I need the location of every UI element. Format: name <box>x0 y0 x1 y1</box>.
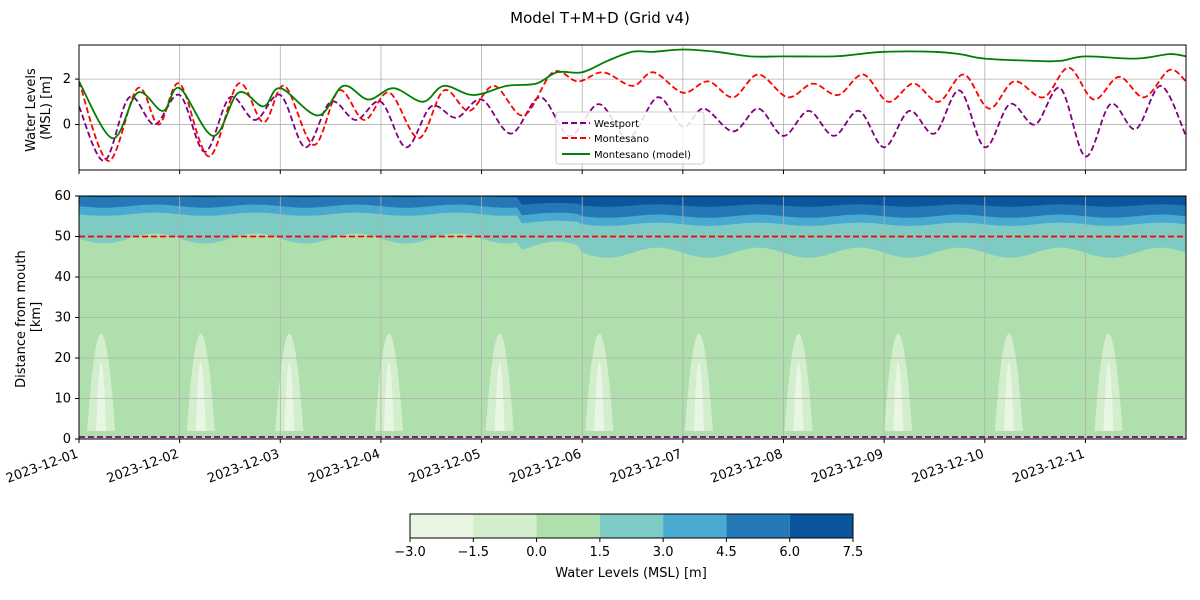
colorbar-tick-label-8: 7.5 <box>843 545 864 560</box>
top-y-tick-label-2: 2 <box>63 72 71 87</box>
top-y-ticks: 02 <box>63 72 79 133</box>
contour-lowest-spike-9 <box>893 362 904 431</box>
colorbar-tick-label-7: 6.0 <box>779 545 800 560</box>
top-y-axis-label: Water Levels (MSL) [m] <box>24 64 54 152</box>
contour-lowest-spike-2 <box>195 362 206 431</box>
contour-lowest-spike-5 <box>494 362 505 431</box>
legend-label-westport: Westport <box>594 119 639 130</box>
bottom-y-axis-label-line2: [km] <box>29 302 44 332</box>
top-y-tick-label-0: 0 <box>63 118 71 133</box>
colorbar-tick-label-1: −3.0 <box>394 545 426 560</box>
colorbar-swatch-6 <box>726 514 790 538</box>
x-tick-label-2023-12-07: 2023-12-07 <box>608 447 684 487</box>
contour-lowest-spike-8 <box>793 362 804 431</box>
bottom-y-tick-label-20: 20 <box>54 351 71 366</box>
bottom-y-tick-label-0: 0 <box>63 432 71 447</box>
colorbar-swatch-5 <box>663 514 727 538</box>
legend-label-montesano-model: Montesano (model) <box>594 150 691 161</box>
colorbar-tick-label-2: −1.5 <box>457 545 489 560</box>
contour-lowest-spike-4 <box>383 362 394 431</box>
contour-lowest-spike-7 <box>693 362 704 431</box>
legend-label-montesano: Montesano <box>594 134 649 145</box>
top-y-axis-label-line1: Water Levels <box>24 68 39 152</box>
legend: Westport Montesano Montesano (model) <box>555 111 705 165</box>
series-line-montesano <box>79 66 1186 162</box>
x-tick-label-2023-12-03: 2023-12-03 <box>206 447 282 487</box>
colorbar-tick-label-3: 0.0 <box>526 545 547 560</box>
colorbar-swatch-3 <box>536 514 600 538</box>
top-panel: 02 Water Levels (MSL) [m] Westport Monte… <box>24 44 1187 174</box>
colorbar-swatch-1 <box>410 514 474 538</box>
colorbar-label: Water Levels (MSL) [m] <box>555 566 707 581</box>
contour-lowest-spike-10 <box>1003 362 1014 431</box>
figure-title: Model T+M+D (Grid v4) <box>510 9 690 27</box>
x-tick-label-2023-12-06: 2023-12-06 <box>507 447 583 487</box>
top-plot-frame <box>78 44 1187 171</box>
colorbar-tick-label-5: 3.0 <box>653 545 674 560</box>
x-tick-label-2023-12-02: 2023-12-02 <box>105 447 181 487</box>
contour-lowest-spike-11 <box>1103 362 1114 431</box>
colorbar-tick-label-4: 1.5 <box>590 545 611 560</box>
contour-band-4 <box>79 196 1186 207</box>
colorbar-swatch-4 <box>599 514 664 538</box>
bottom-y-tick-label-60: 60 <box>54 189 71 204</box>
contour-lowest-spike-1 <box>96 362 107 431</box>
x-tick-label-2023-12-08: 2023-12-08 <box>709 447 785 487</box>
x-tick-label-2023-12-11: 2023-12-11 <box>1011 447 1087 487</box>
x-tick-label-2023-12-09: 2023-12-09 <box>809 447 885 487</box>
contour-lowest-spike-3 <box>284 362 295 431</box>
colorbar-tick-label-6: 4.5 <box>716 545 737 560</box>
top-x-ticks <box>78 170 1086 174</box>
bottom-y-tick-label-10: 10 <box>54 392 71 407</box>
bottom-x-ticks: 2023-12-01 2023-12-02 2023-12-03 2023-12-04… <box>4 439 1087 487</box>
bottom-y-tick-label-30: 30 <box>54 311 71 326</box>
bottom-y-axis-label-line1: Distance from mouth <box>14 250 29 388</box>
x-tick-label-2023-12-01: 2023-12-01 <box>4 447 80 487</box>
series-line-montesano-model <box>79 48 1186 140</box>
colorbar: −3.0 −1.5 0.0 1.5 3.0 4.5 6.0 7.5 Water Levels … <box>394 513 863 581</box>
x-tick-label-2023-12-05: 2023-12-05 <box>407 447 483 487</box>
x-tick-label-2023-12-10: 2023-12-10 <box>910 447 986 487</box>
colorbar-ticks: −3.0 −1.5 0.0 1.5 3.0 4.5 6.0 7.5 <box>394 538 863 560</box>
bottom-y-ticks: 0 10 20 30 40 50 60 <box>54 189 79 447</box>
bottom-y-tick-label-50: 50 <box>54 230 71 245</box>
bottom-y-axis-label: Distance from mouth [km] <box>14 246 44 388</box>
bottom-y-tick-label-40: 40 <box>54 270 71 285</box>
x-tick-label-2023-12-04: 2023-12-04 <box>306 447 382 487</box>
legend-box <box>555 111 705 165</box>
colorbar-swatch-2 <box>473 514 537 538</box>
colorbar-swatch-7 <box>789 514 853 538</box>
colorbar-frame <box>409 513 854 539</box>
reference-lines <box>79 235 1186 438</box>
contour-lowest-spike-6 <box>594 362 605 431</box>
colorbar-swatches <box>410 514 853 538</box>
top-y-axis-label-line2: (MSL) [m] <box>39 76 54 140</box>
